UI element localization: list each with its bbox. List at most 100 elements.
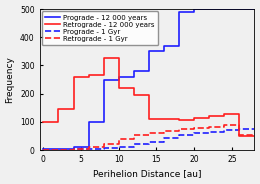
Prograde - 12 000 years (117, 78, 120, 81)
Retrograde - 1 Gyr (162, 132, 166, 134)
Prograde - 1 Gyr (72, 149, 75, 151)
Retrograde - 1 Gyr (132, 138, 135, 140)
Line: Retrograde - 1 Gyr: Retrograde - 1 Gyr (43, 125, 255, 150)
Retrograde - 12 000 years (223, 115, 226, 117)
Prograde - 1 Gyr (57, 149, 60, 151)
Retrograde - 1 Gyr (72, 149, 75, 151)
Prograde - 12 000 years (223, 8, 226, 10)
Retrograde - 12 000 years (57, 121, 60, 123)
Prograde - 12 000 years (57, 148, 60, 150)
Retrograde - 12 000 years (193, 116, 196, 119)
Prograde - 1 Gyr (178, 137, 181, 139)
Retrograde - 12 000 years (72, 108, 75, 110)
Retrograde - 12 000 years (238, 135, 241, 137)
Retrograde - 12 000 years (178, 118, 181, 120)
Retrograde - 12 000 years (87, 74, 90, 76)
Retrograde - 1 Gyr (223, 124, 226, 126)
Prograde - 1 Gyr (238, 128, 241, 130)
Prograde - 1 Gyr (223, 131, 226, 133)
Retrograde - 12 000 years (87, 76, 90, 78)
Prograde - 12 000 years (162, 50, 166, 52)
Prograde - 1 Gyr (72, 148, 75, 151)
Prograde - 1 Gyr (117, 147, 120, 149)
Prograde - 12 000 years (193, 8, 196, 10)
Retrograde - 12 000 years (162, 118, 166, 120)
Retrograde - 12 000 years (42, 121, 45, 123)
Retrograde - 1 Gyr (193, 127, 196, 129)
Prograde - 12 000 years (208, 8, 211, 10)
Retrograde - 12 000 years (57, 108, 60, 110)
Prograde - 1 Gyr (42, 149, 45, 151)
Retrograde - 12 000 years (162, 118, 166, 120)
Prograde - 1 Gyr (132, 143, 135, 146)
Prograde - 12 000 years (102, 78, 105, 81)
Prograde - 1 Gyr (147, 143, 151, 146)
Retrograde - 1 Gyr (42, 149, 45, 151)
Prograde - 1 Gyr (162, 140, 166, 143)
Prograde - 1 Gyr (193, 132, 196, 134)
Retrograde - 12 000 years (132, 87, 135, 89)
Retrograde - 1 Gyr (57, 149, 60, 151)
Retrograde - 1 Gyr (178, 130, 181, 132)
Prograde - 1 Gyr (87, 148, 90, 151)
Retrograde - 1 Gyr (102, 143, 105, 145)
Retrograde - 1 Gyr (117, 138, 120, 140)
Retrograde - 12 000 years (117, 87, 120, 89)
Retrograde - 12 000 years (132, 94, 135, 96)
Prograde - 1 Gyr (253, 128, 256, 130)
Retrograde - 1 Gyr (208, 126, 211, 128)
Legend: Prograde - 12 000 years, Retrograde - 12 000 years, Prograde - 1 Gyr, Retrograde: Prograde - 12 000 years, Retrograde - 12… (42, 11, 158, 45)
Retrograde - 12 000 years (208, 116, 211, 119)
Prograde - 12 000 years (223, 8, 226, 10)
Prograde - 1 Gyr (87, 148, 90, 150)
Prograde - 12 000 years (87, 146, 90, 148)
Retrograde - 12 000 years (193, 118, 196, 121)
Retrograde - 1 Gyr (147, 134, 151, 137)
Retrograde - 12 000 years (253, 135, 256, 137)
Line: Prograde - 1 Gyr: Prograde - 1 Gyr (43, 129, 255, 150)
Retrograde - 1 Gyr (117, 143, 120, 145)
Prograde - 12 000 years (72, 146, 75, 148)
Retrograde - 12 000 years (238, 113, 241, 115)
Retrograde - 12 000 years (147, 118, 151, 120)
Prograde - 1 Gyr (102, 147, 105, 149)
Prograde - 12 000 years (253, 8, 256, 10)
Prograde - 1 Gyr (178, 134, 181, 137)
Prograde - 12 000 years (193, 11, 196, 13)
Retrograde - 12 000 years (117, 57, 120, 59)
Retrograde - 1 Gyr (208, 127, 211, 129)
Retrograde - 1 Gyr (238, 124, 241, 126)
Prograde - 12 000 years (117, 76, 120, 78)
Retrograde - 1 Gyr (72, 148, 75, 150)
Prograde - 12 000 years (57, 148, 60, 150)
Retrograde - 1 Gyr (253, 133, 256, 136)
Prograde - 1 Gyr (117, 146, 120, 148)
Prograde - 12 000 years (208, 8, 211, 10)
Prograde - 1 Gyr (147, 140, 151, 143)
Retrograde - 1 Gyr (87, 146, 90, 148)
Retrograde - 1 Gyr (178, 128, 181, 131)
Prograde - 12 000 years (238, 8, 241, 10)
Prograde - 12 000 years (147, 70, 151, 72)
Prograde - 12 000 years (238, 8, 241, 10)
Line: Prograde - 12 000 years: Prograde - 12 000 years (43, 9, 255, 149)
Retrograde - 1 Gyr (87, 148, 90, 150)
Y-axis label: Frequency: Frequency (5, 56, 15, 103)
Prograde - 12 000 years (132, 70, 135, 72)
X-axis label: Perihelion Distance [au]: Perihelion Distance [au] (93, 169, 201, 178)
Prograde - 12 000 years (72, 148, 75, 150)
Retrograde - 1 Gyr (132, 134, 135, 137)
Retrograde - 1 Gyr (162, 130, 166, 132)
Retrograde - 1 Gyr (147, 132, 151, 134)
Prograde - 12 000 years (178, 45, 181, 47)
Line: Retrograde - 12 000 years: Retrograde - 12 000 years (43, 58, 255, 136)
Prograde - 1 Gyr (57, 149, 60, 151)
Retrograde - 1 Gyr (238, 133, 241, 136)
Prograde - 1 Gyr (102, 148, 105, 150)
Prograde - 1 Gyr (132, 146, 135, 148)
Prograde - 1 Gyr (223, 129, 226, 131)
Prograde - 12 000 years (147, 50, 151, 52)
Retrograde - 12 000 years (72, 76, 75, 78)
Prograde - 1 Gyr (208, 131, 211, 133)
Retrograde - 12 000 years (223, 113, 226, 115)
